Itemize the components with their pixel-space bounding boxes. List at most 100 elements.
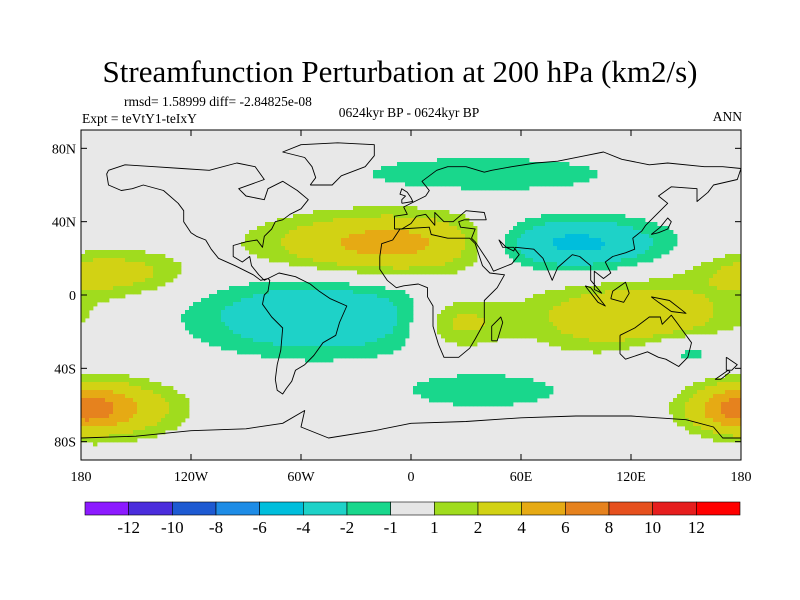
contour-cell: [105, 274, 110, 279]
contour-cell: [669, 330, 674, 335]
contour-cell: [541, 238, 546, 243]
contour-cell: [449, 330, 454, 335]
contour-cell: [325, 230, 330, 235]
contour-cell: [393, 334, 398, 339]
contour-cell: [729, 258, 734, 263]
contour-cell: [345, 242, 350, 247]
contour-cell: [577, 218, 582, 223]
contour-cell: [377, 302, 382, 307]
contour-cell: [669, 322, 674, 327]
contour-cell: [501, 174, 506, 179]
contour-cell: [273, 258, 278, 263]
contour-cell: [293, 246, 298, 251]
contour-cell: [725, 310, 730, 315]
contour-cell: [701, 390, 706, 395]
contour-cell: [253, 334, 258, 339]
contour-cell: [309, 246, 314, 251]
contour-cell: [713, 290, 718, 295]
contour-cell: [525, 318, 530, 323]
contour-cell: [553, 214, 558, 219]
contour-cell: [577, 226, 582, 231]
contour-cell: [309, 322, 314, 327]
contour-cell: [237, 338, 242, 343]
contour-cell: [693, 430, 698, 435]
contour-cell: [541, 170, 546, 175]
contour-cell: [581, 218, 586, 223]
contour-cell: [689, 318, 694, 323]
contour-cell: [621, 218, 626, 223]
contour-cell: [665, 242, 670, 247]
contour-cell: [337, 342, 342, 347]
contour-cell: [501, 318, 506, 323]
contour-cell: [449, 218, 454, 223]
contour-cell: [369, 226, 374, 231]
contour-cell: [473, 230, 478, 235]
contour-cell: [513, 330, 518, 335]
contour-cell: [329, 354, 334, 359]
contour-cell: [129, 422, 134, 427]
contour-cell: [117, 294, 122, 299]
contour-cell: [385, 306, 390, 311]
contour-cell: [285, 298, 290, 303]
contour-cell: [369, 342, 374, 347]
contour-cell: [469, 314, 474, 319]
contour-cell: [421, 242, 426, 247]
contour-cell: [125, 390, 130, 395]
contour-cell: [129, 390, 134, 395]
contour-cell: [461, 326, 466, 331]
contour-cell: [525, 334, 530, 339]
contour-cell: [641, 286, 646, 291]
contour-cell: [533, 382, 538, 387]
contour-cell: [369, 214, 374, 219]
contour-cell: [449, 222, 454, 227]
contour-cell: [605, 230, 610, 235]
contour-cell: [389, 350, 394, 355]
contour-cell: [617, 282, 622, 287]
contour-cell: [509, 186, 514, 191]
contour-cell: [641, 246, 646, 251]
contour-cell: [269, 230, 274, 235]
contour-cell: [653, 230, 658, 235]
contour-cell: [333, 242, 338, 247]
contour-cell: [397, 298, 402, 303]
contour-cell: [345, 318, 350, 323]
contour-cell: [629, 222, 634, 227]
contour-cell: [401, 310, 406, 315]
contour-cell: [289, 258, 294, 263]
contour-cell: [289, 254, 294, 259]
contour-cell: [453, 230, 458, 235]
contour-cell: [397, 314, 402, 319]
contour-cell: [473, 162, 478, 167]
contour-cell: [493, 334, 498, 339]
contour-cell: [381, 318, 386, 323]
contour-cell: [453, 174, 458, 179]
contour-cell: [213, 310, 218, 315]
contour-cell: [265, 334, 270, 339]
contour-cell: [261, 346, 266, 351]
contour-cell: [685, 286, 690, 291]
contour-cell: [81, 270, 86, 275]
experiment-label: Expt = teVtY1-teIxY: [82, 111, 197, 126]
contour-cell: [333, 334, 338, 339]
contour-cell: [717, 298, 722, 303]
contour-cell: [677, 326, 682, 331]
contour-cell: [417, 258, 422, 263]
contour-cell: [109, 282, 114, 287]
contour-cell: [673, 314, 678, 319]
contour-cell: [89, 254, 94, 259]
contour-cell: [161, 254, 166, 259]
contour-cell: [533, 330, 538, 335]
contour-cell: [629, 342, 634, 347]
contour-cell: [421, 214, 426, 219]
contour-cell: [449, 310, 454, 315]
contour-cell: [529, 178, 534, 183]
contour-cell: [269, 238, 274, 243]
contour-cell: [293, 302, 298, 307]
contour-cell: [453, 250, 458, 255]
contour-cell: [265, 346, 270, 351]
contour-cell: [609, 230, 614, 235]
contour-cell: [641, 334, 646, 339]
contour-cell: [109, 426, 114, 431]
contour-cell: [301, 338, 306, 343]
